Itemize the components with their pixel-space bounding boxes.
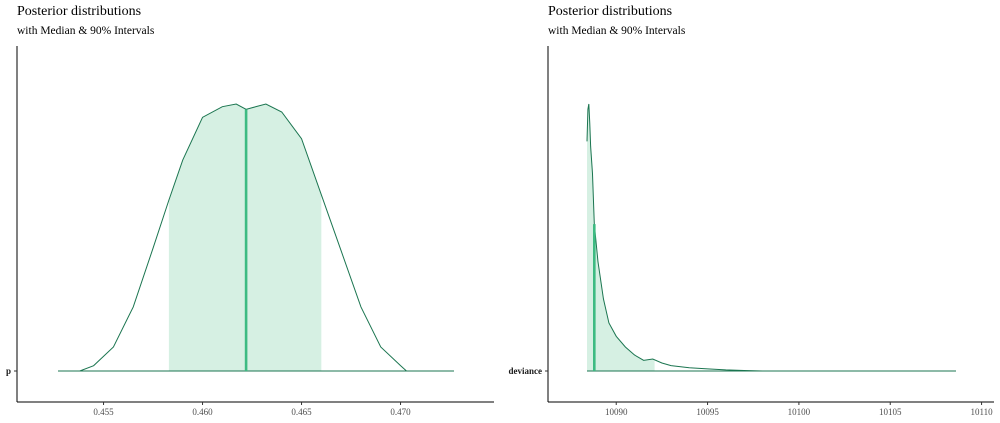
parameter-label: deviance [509,366,543,376]
parameter-label: p [6,366,11,376]
x-tick-label: 10095 [696,407,719,417]
x-tick-label: 0.460 [192,407,213,417]
x-tick-label: 0.465 [291,407,312,417]
x-tick-label: 10110 [970,407,993,417]
x-tick-label: 0.470 [390,407,411,417]
x-tick-label: 10105 [879,407,902,417]
x-tick-label: 0.455 [93,407,114,417]
chart-subtitle: with Median & 90% Intervals [548,25,686,37]
density-plot-deviance: deviance 10090 10095 10100 10105 10110 [509,46,994,417]
chart-subtitle: with Median & 90% Intervals [17,25,155,37]
chart-title: Posterior distributions [548,4,673,19]
posterior-panel-p: Posterior distributions with Median & 90… [6,4,494,417]
x-tick-label: 10100 [788,407,811,417]
chart-title: Posterior distributions [17,4,142,19]
density-curve [586,103,956,372]
x-tick-label: 10090 [605,407,628,417]
density-plot-p: p 0.455 0.460 0.465 0.470 [6,46,494,417]
interval-90-area [587,104,655,371]
posterior-panel-deviance: Posterior distributions with Median & 90… [500,0,1000,423]
